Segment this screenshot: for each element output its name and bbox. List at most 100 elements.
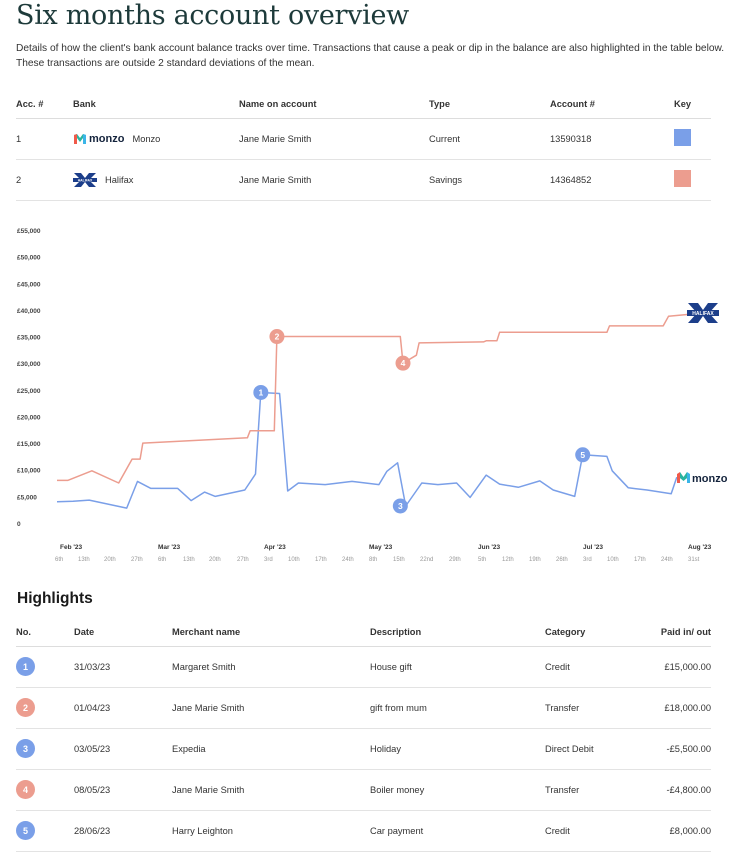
x-week-label: 17th	[634, 557, 646, 563]
highlights-table: No. Date Merchant name Description Categ…	[16, 618, 711, 852]
balance-chart: £55,000 £50,000 £45,000 £40,000 £35,000 £30,0…	[17, 228, 728, 563]
highlight-marker-label: 1	[258, 387, 263, 397]
highlight-row: 4 08/05/23 Jane Marie Smith Boiler money Tra…	[16, 769, 711, 811]
highlight-amount: £15,000.00	[637, 646, 711, 688]
account-row: 1 monzo Monzo Jane Marie Smith Current 1…	[16, 118, 711, 160]
halifax-logo-text: HALIFAX	[692, 311, 714, 317]
highlight-category: Credit	[545, 810, 637, 852]
x-week-label: 27th	[131, 557, 143, 563]
account-num: 2	[16, 159, 73, 201]
highlight-row: 3 03/05/23 Expedia Holiday Direct Debit -£5,5…	[16, 728, 711, 770]
series-line-halifax	[57, 313, 691, 484]
x-week-label: 26th	[556, 557, 568, 563]
x-week-label: 3rd	[583, 557, 592, 563]
x-week-label: 31st	[688, 557, 700, 563]
x-week-label: 19th	[529, 557, 541, 563]
highlight-marker-label: 3	[398, 501, 403, 511]
x-week-label: 10th	[288, 557, 300, 563]
y-tick-label: £30,000	[17, 361, 41, 368]
col-bank: Bank	[73, 90, 239, 119]
x-week-label: 8th	[369, 557, 377, 563]
highlight-category: Transfer	[545, 687, 637, 729]
x-week-label: 6th	[158, 557, 166, 563]
account-holder: Jane Marie Smith	[239, 118, 429, 160]
highlight-row: 2 01/04/23 Jane Marie Smith gift from mum Tr…	[16, 687, 711, 729]
highlight-merchant: Expedia	[172, 728, 370, 770]
highlight-row: 5 28/06/23 Harry Leighton Car payment Credit…	[16, 810, 711, 852]
highlight-marker	[392, 498, 408, 514]
account-number: 14364852	[550, 159, 674, 201]
account-type: Savings	[429, 159, 550, 201]
x-week-label: 22nd	[420, 557, 433, 563]
x-week-label: 20th	[209, 557, 221, 563]
highlight-marker	[269, 329, 285, 345]
highlight-merchant: Jane Marie Smith	[172, 769, 370, 811]
x-week-label: 5th	[478, 557, 486, 563]
highlight-description: gift from mum	[370, 687, 545, 729]
col-no: No.	[16, 618, 74, 647]
col-key: Key	[674, 90, 711, 119]
halifax-logo-band	[687, 310, 719, 316]
x-week-label: 27th	[237, 557, 249, 563]
x-week-label: 15th	[393, 557, 405, 563]
account-number: 13590318	[550, 118, 674, 160]
x-month-label: May '23	[369, 544, 393, 551]
highlight-badge: 5	[16, 821, 35, 840]
x-week-label: 20th	[104, 557, 116, 563]
highlight-category: Direct Debit	[545, 728, 637, 770]
highlight-amount: £18,000.00	[637, 687, 711, 729]
highlights-header-row: No. Date Merchant name Description Categ…	[16, 618, 711, 647]
highlight-marker-label: 5	[580, 450, 585, 460]
y-tick-label: £20,000	[17, 414, 41, 421]
x-week-label: 13th	[183, 557, 195, 563]
highlight-merchant: Jane Marie Smith	[172, 687, 370, 729]
highlight-amount: £8,000.00	[637, 810, 711, 852]
bank-name: Monzo	[132, 133, 161, 144]
x-week-label: 24th	[661, 557, 673, 563]
col-acc-num: Acc. #	[16, 90, 73, 119]
highlight-description: House gift	[370, 646, 545, 688]
highlight-category: Credit	[545, 646, 637, 688]
page-description: Details of how the client's bank account…	[16, 43, 725, 69]
y-tick-label: £35,000	[17, 335, 41, 342]
y-tick-label: 0	[17, 521, 21, 528]
x-week-label: 29th	[449, 557, 461, 563]
halifax-logo: HALIFAX	[73, 172, 97, 187]
monzo-logo-left	[677, 472, 680, 483]
key-swatch-halifax	[674, 170, 691, 187]
highlight-badge: 2	[16, 698, 35, 717]
y-tick-label: £10,000	[17, 468, 41, 475]
series-line-monzo	[56, 391, 688, 509]
y-tick-label: £50,000	[17, 255, 41, 262]
col-amount: Paid in/ out	[637, 618, 711, 647]
account-type: Current	[429, 118, 550, 160]
svg-text:HALIFAX: HALIFAX	[78, 178, 93, 182]
highlight-amount: -£4,800.00	[637, 769, 711, 811]
account-row: 2 HALIFAX Halifax Jane Marie Smith Savin…	[16, 159, 711, 201]
highlight-marker	[395, 355, 411, 371]
highlight-description: Boiler money	[370, 769, 545, 811]
highlight-badge: 3	[16, 739, 35, 758]
accounts-header-row: Acc. # Bank Name on account Type Account…	[16, 90, 711, 119]
highlight-merchant: Harry Leighton	[172, 810, 370, 852]
highlight-date: 28/06/23	[74, 810, 172, 852]
highlight-category: Transfer	[545, 769, 637, 811]
x-week-label: 24th	[342, 557, 354, 563]
highlight-merchant: Margaret Smith	[172, 646, 370, 688]
bank-name: Halifax	[105, 174, 134, 185]
highlight-date: 03/05/23	[74, 728, 172, 770]
accounts-table: Acc. # Bank Name on account Type Account…	[16, 90, 711, 201]
x-month-label: Apr '23	[264, 544, 286, 551]
highlight-amount: -£5,500.00	[637, 728, 711, 770]
key-swatch-monzo	[674, 129, 691, 146]
highlight-marker	[253, 384, 269, 400]
x-week-label: 3rd	[264, 557, 273, 563]
x-month-label: Feb '23	[60, 544, 83, 551]
y-tick-label: £55,000	[17, 228, 41, 235]
highlights-title: Highlights	[17, 590, 93, 607]
account-num: 1	[16, 118, 73, 160]
col-merchant: Merchant name	[172, 618, 370, 647]
highlight-marker	[575, 447, 591, 463]
col-account-num: Account #	[550, 90, 674, 119]
highlight-marker-label: 4	[401, 358, 406, 368]
